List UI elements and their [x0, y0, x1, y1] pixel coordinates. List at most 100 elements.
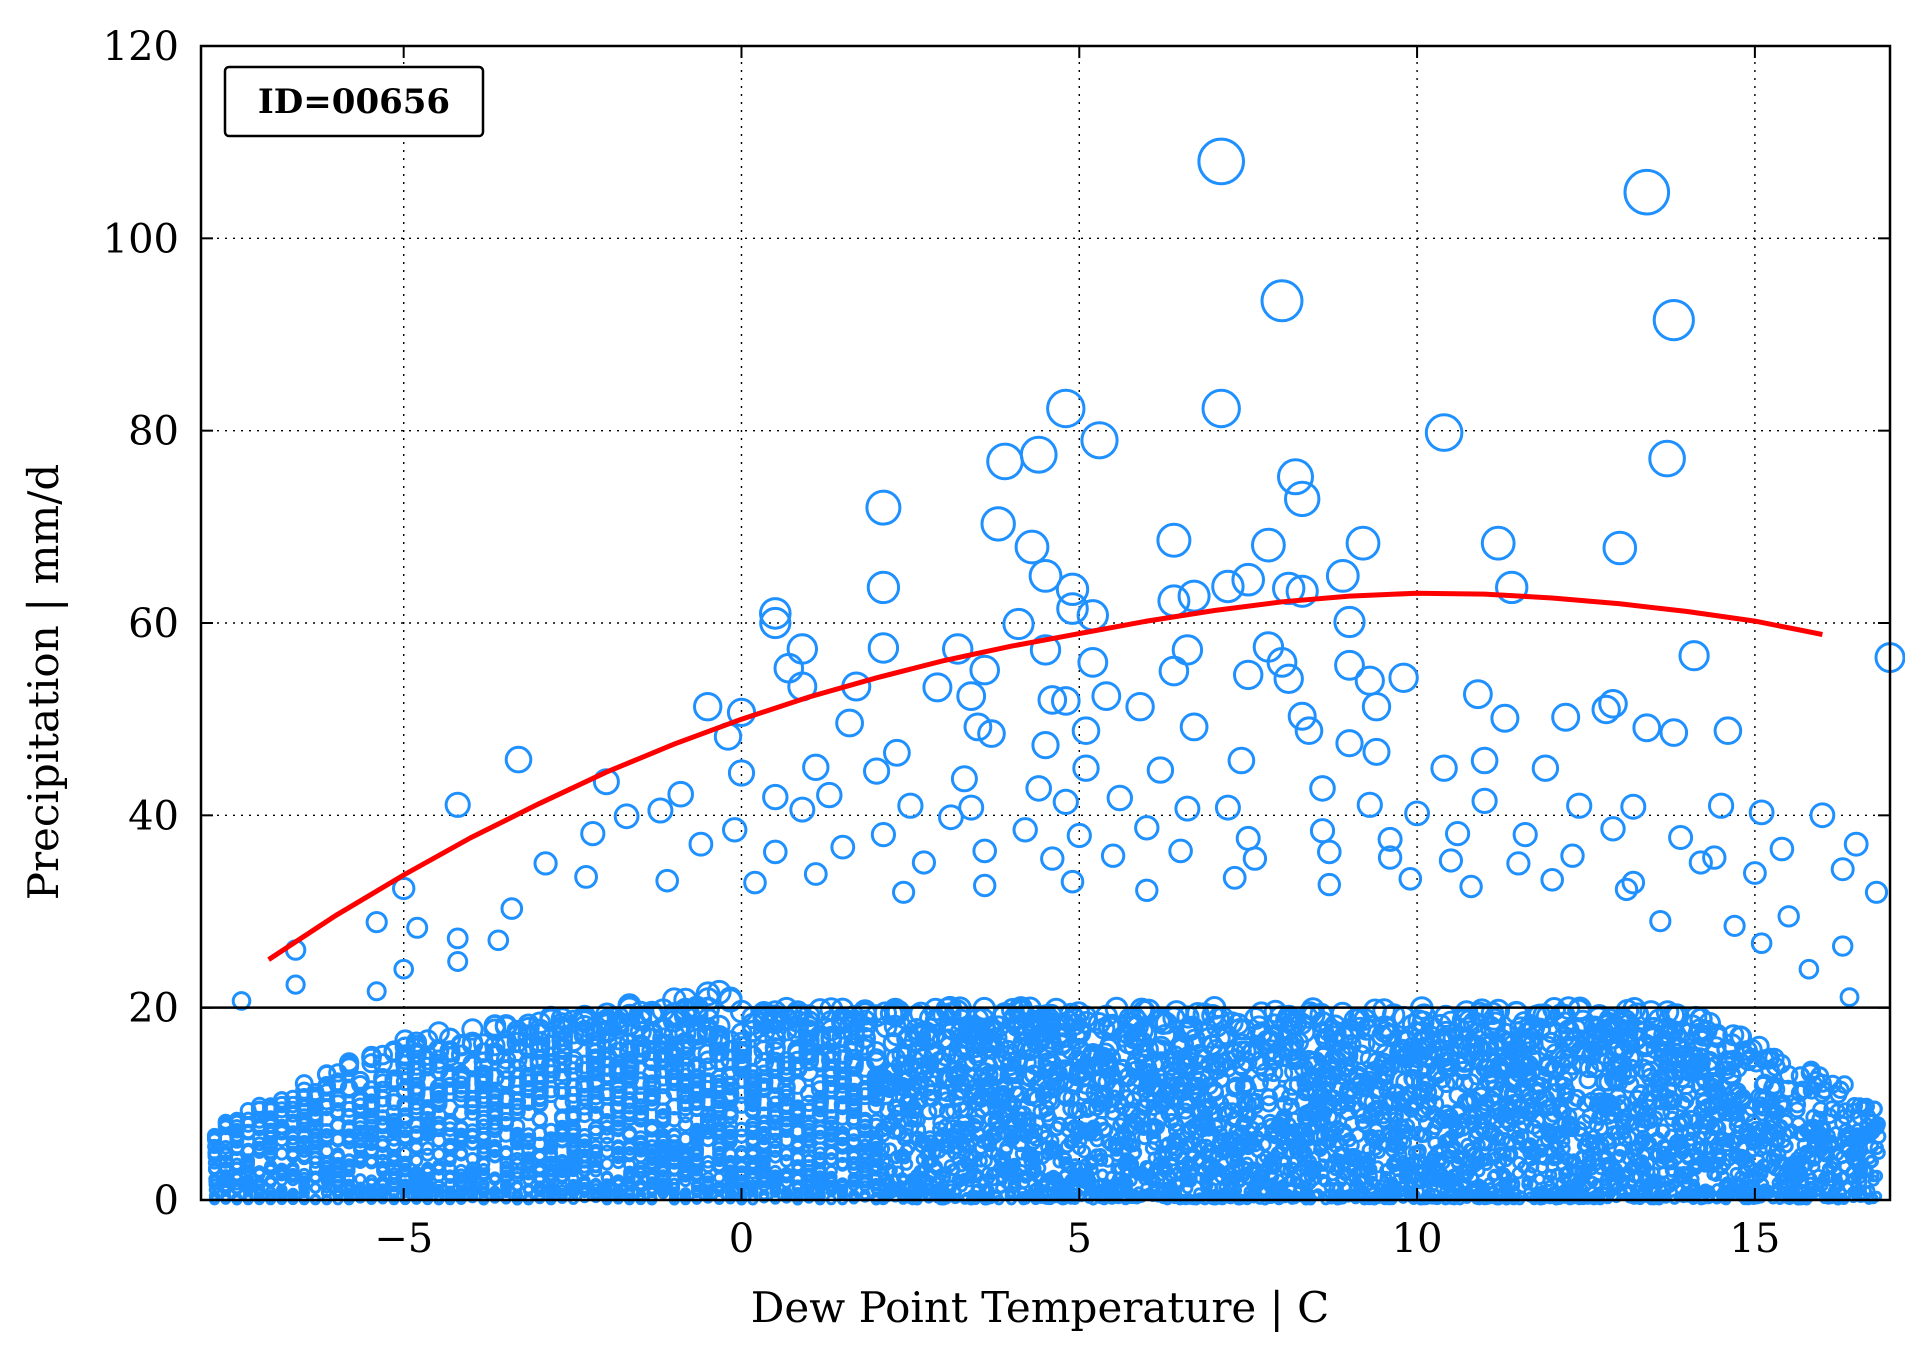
data-point [450, 1033, 472, 1056]
data-point [229, 1134, 245, 1149]
data-point [405, 1034, 427, 1056]
data-point [265, 1192, 277, 1204]
data-point [465, 1152, 480, 1166]
data-point [599, 1129, 615, 1145]
data-point [317, 1076, 337, 1095]
data-point [545, 1180, 557, 1193]
data-point [543, 1139, 559, 1154]
data-point [320, 1168, 334, 1182]
data-point [722, 1108, 739, 1125]
data-point [531, 1095, 549, 1113]
data-point [590, 1186, 602, 1199]
data-point [617, 1003, 642, 1027]
data-point [600, 1170, 614, 1184]
data-point [330, 1147, 345, 1162]
data-point [263, 1141, 278, 1156]
data-point [518, 1068, 539, 1088]
data-point [764, 1037, 786, 1059]
data-point [332, 1187, 344, 1200]
data-point [679, 1170, 692, 1183]
data-point [451, 1068, 471, 1088]
data-point [298, 1176, 311, 1189]
data-point [473, 1042, 495, 1063]
data-point [731, 1043, 752, 1065]
data-point [488, 1171, 502, 1184]
data-point [454, 1163, 468, 1177]
data-point [462, 1054, 483, 1075]
data-point [486, 1089, 504, 1108]
data-point [657, 1184, 669, 1197]
data-point [499, 1160, 513, 1175]
data-point [713, 1182, 726, 1195]
data-point [674, 1022, 697, 1045]
data-point [630, 1044, 652, 1065]
data-point [753, 1033, 775, 1056]
data-point [687, 1068, 707, 1088]
data-point [696, 1007, 720, 1031]
data-point [264, 1176, 277, 1189]
data-point [362, 1093, 381, 1111]
data-point [429, 1085, 448, 1104]
data-point [634, 1160, 648, 1174]
data-point [642, 1077, 662, 1097]
data-point [500, 1178, 513, 1191]
data-point [724, 1172, 737, 1185]
data-point [309, 1182, 322, 1194]
data-point [544, 1169, 558, 1182]
data-point [342, 1171, 356, 1185]
data-point [497, 1089, 516, 1107]
data-point [466, 1165, 479, 1179]
data-point [731, 1058, 752, 1079]
data-point [607, 1028, 630, 1051]
data-point [825, 1182, 838, 1195]
data-point [241, 1153, 255, 1167]
data-point [729, 999, 754, 1024]
data-point [612, 1178, 625, 1191]
data-point [531, 1111, 548, 1128]
data-point [421, 1183, 434, 1195]
data-point [607, 1036, 629, 1058]
data-point [677, 1116, 694, 1133]
data-point [363, 1126, 380, 1142]
data-point [701, 1171, 715, 1184]
data-point [646, 1182, 658, 1195]
data-point [350, 1070, 370, 1090]
data-point [500, 1192, 512, 1204]
data-point [634, 1178, 647, 1191]
data-point [219, 1169, 232, 1182]
data-point [511, 1181, 524, 1193]
data-point [664, 1072, 684, 1092]
data-point [286, 1168, 300, 1182]
data-point [643, 1088, 661, 1107]
data-point [632, 1108, 650, 1125]
data-point [253, 1179, 266, 1192]
data-point [769, 1192, 781, 1205]
data-point [374, 1096, 392, 1114]
data-point [309, 1172, 322, 1185]
data-point [365, 1188, 378, 1200]
data-point [420, 1141, 435, 1156]
data-point [365, 1192, 378, 1204]
data-point [242, 1192, 254, 1204]
data-point [685, 1021, 708, 1045]
data-point [695, 981, 721, 1007]
data-point [576, 1106, 593, 1124]
data-point [753, 1040, 775, 1061]
data-point [307, 1109, 324, 1127]
data-point [387, 1150, 401, 1165]
data-point [372, 1044, 394, 1066]
data-point [713, 1192, 725, 1205]
data-point [461, 1031, 484, 1054]
data-point [376, 1185, 389, 1198]
data-point [696, 997, 720, 1022]
data-point [542, 1085, 560, 1104]
data-point [427, 1021, 450, 1044]
data-point [601, 1187, 613, 1200]
data-point [735, 1176, 748, 1189]
data-point [552, 1050, 573, 1072]
data-point [533, 1174, 546, 1187]
data-point [455, 1175, 468, 1189]
data-point [541, 1080, 561, 1099]
data-point [689, 1144, 704, 1159]
data-point [477, 1185, 490, 1197]
